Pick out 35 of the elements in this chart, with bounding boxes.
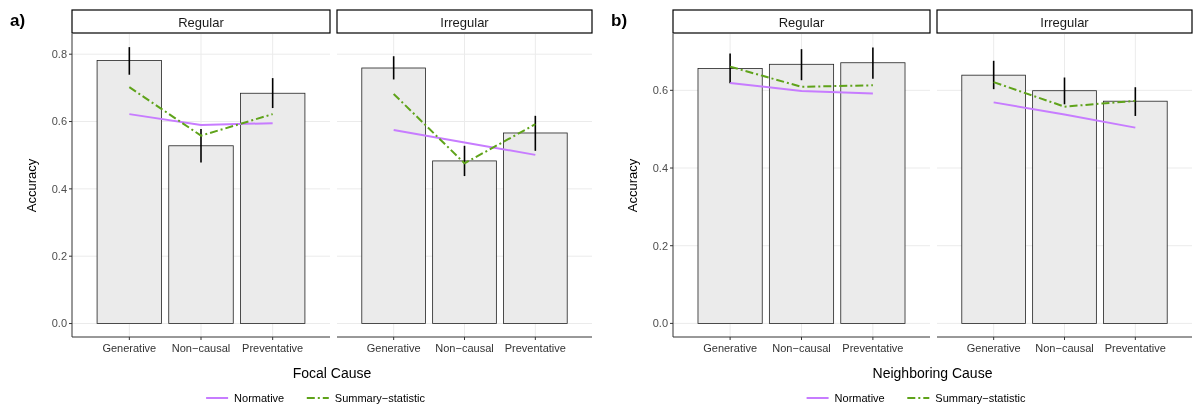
- x-tick-label: Preventative: [504, 342, 566, 354]
- y-tick-label: 0.4: [652, 161, 668, 174]
- x-tick-label: Generative: [102, 342, 157, 354]
- y-tick-label: 0.0: [51, 317, 67, 330]
- x-tick-label: Preventative: [242, 342, 304, 354]
- legend-label: Normative: [834, 391, 885, 404]
- legend-label: Summary−statistic: [334, 391, 426, 404]
- x-tick-label: Generative: [703, 342, 758, 354]
- text: b): [611, 11, 628, 30]
- x-tick-label: Non−causal: [1035, 342, 1094, 354]
- chart-title: Irregular: [440, 14, 490, 30]
- x-axis-title: Focal Cause: [292, 365, 372, 381]
- x-tick-label: Generative: [966, 342, 1021, 354]
- legend-label: Normative: [234, 391, 285, 404]
- y-tick-label: 0.6: [652, 84, 668, 97]
- x-tick-label: Preventative: [842, 342, 904, 354]
- y-tick-label: 0.2: [652, 239, 668, 252]
- x-tick-label: Non−causal: [772, 342, 831, 354]
- legend-label: Summary−statistic: [935, 391, 1026, 404]
- y-tick-label: 0.6: [51, 115, 67, 128]
- x-tick-label: Non−causal: [435, 342, 494, 354]
- y-axis-title: Accuracy: [24, 158, 39, 213]
- chart-title: Regular: [178, 14, 225, 30]
- x-tick-label: Generative: [366, 342, 421, 354]
- text: a): [10, 11, 26, 30]
- x-tick-label: Preventative: [1104, 342, 1166, 354]
- chart-title: Regular: [778, 14, 825, 30]
- y-tick-label: 0.8: [51, 48, 67, 61]
- y-axis-title: Accuracy: [625, 158, 640, 213]
- y-tick-label: 0.0: [652, 317, 668, 330]
- x-tick-label: Non−causal: [171, 342, 231, 354]
- x-axis-title: Neighboring Cause: [872, 365, 993, 381]
- chart-title: Irregular: [1040, 14, 1090, 30]
- y-tick-label: 0.4: [51, 182, 67, 195]
- y-tick-label: 0.2: [51, 250, 67, 263]
